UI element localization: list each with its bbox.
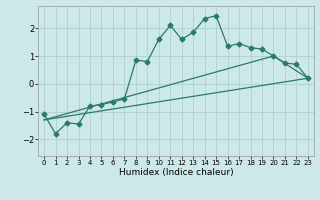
X-axis label: Humidex (Indice chaleur): Humidex (Indice chaleur) — [119, 168, 233, 177]
